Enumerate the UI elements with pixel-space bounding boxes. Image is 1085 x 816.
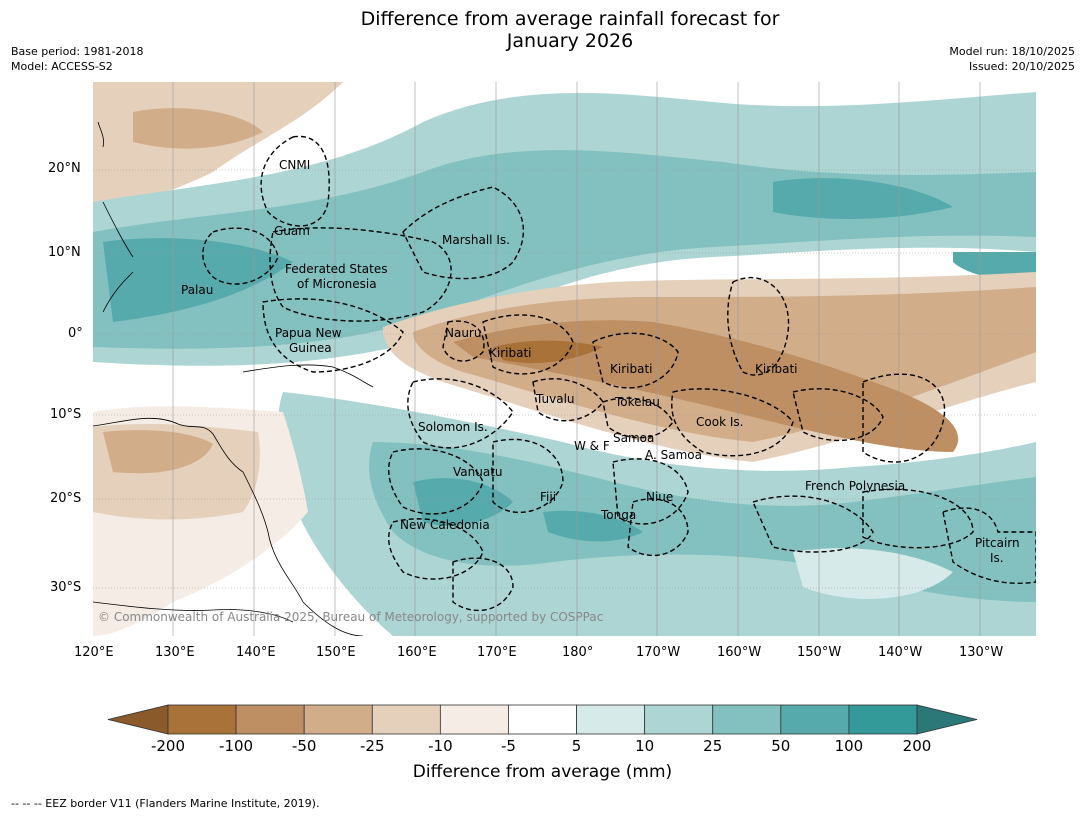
region-label-fiji: Fiji bbox=[540, 490, 557, 504]
region-label-tuvalu: Tuvalu bbox=[536, 392, 575, 406]
region-label-tonga: Tonga bbox=[601, 508, 637, 522]
copyright-notice: © Commonwealth of Australia 2025, Bureau… bbox=[98, 610, 604, 624]
region-label-marshall-is: Marshall Is. bbox=[442, 233, 510, 247]
colorbar-tick-label: 10 bbox=[635, 737, 655, 755]
lon-tick-120e: 120°E bbox=[74, 645, 114, 660]
eez-footnote: -- -- -- EEZ border V11 (Flanders Marine… bbox=[11, 797, 320, 810]
region-label-png-line-2: Guinea bbox=[289, 341, 332, 355]
region-label-kiribati-gilbert: Kiribati bbox=[489, 346, 532, 360]
lat-tick-20n: 20°N bbox=[48, 161, 81, 176]
right-metadata: Model run: 18/10/2025 Issued: 20/10/2025 bbox=[949, 44, 1075, 74]
lon-tick-140w: 140°W bbox=[878, 645, 923, 660]
lon-tick-160e: 160°E bbox=[397, 645, 437, 660]
region-label-vanuatu: Vanuatu bbox=[453, 465, 503, 479]
colorbar-segment bbox=[235, 704, 305, 735]
region-label-fsm-line-1: Federated States bbox=[285, 262, 388, 276]
region-label-fsm-line-2: of Micronesia bbox=[297, 277, 377, 291]
lat-tick-equator: 0° bbox=[68, 326, 83, 341]
colorbar-segment bbox=[848, 704, 918, 735]
left-metadata: Base period: 1981-2018 Model: ACCESS-S2 bbox=[11, 44, 143, 74]
region-label-kiribati-phoenix: Kiribati bbox=[610, 362, 653, 376]
colorbar-tick-label: 100 bbox=[834, 737, 864, 755]
colorbar-tick-label: 50 bbox=[771, 737, 791, 755]
colorbar-segment bbox=[167, 704, 237, 735]
region-label-cnmi: CNMI bbox=[279, 158, 311, 172]
colorbar-segment bbox=[780, 704, 850, 735]
lon-tick-150e: 150°E bbox=[316, 645, 356, 660]
region-label-samoa: Samoa bbox=[613, 431, 655, 445]
region-label-pitcairn-line-2: Is. bbox=[990, 551, 1004, 565]
lat-tick-30s: 30°S bbox=[50, 580, 82, 595]
colorbar-tick-label: -25 bbox=[360, 737, 385, 755]
colorbar-segment bbox=[371, 704, 441, 735]
map-gridlines bbox=[93, 82, 1036, 636]
colorbar-arrow-low bbox=[107, 704, 169, 735]
coastlines bbox=[93, 121, 374, 636]
lon-tick-170w: 170°W bbox=[636, 645, 681, 660]
colorbar-tick-label: 200 bbox=[902, 737, 932, 755]
lat-tick-10s: 10°S bbox=[50, 407, 82, 422]
region-label-pitcairn-line-1: Pitcairn bbox=[975, 536, 1020, 550]
colorbar-segment bbox=[439, 704, 509, 735]
colorbar-tick-label: -50 bbox=[291, 737, 317, 755]
region-label-new-caledonia: New Caledonia bbox=[400, 518, 490, 532]
region-label-palau: Palau bbox=[181, 283, 214, 297]
colorbar-tick-label: -100 bbox=[219, 737, 254, 755]
colorbar-tick-label: -10 bbox=[428, 737, 453, 755]
map-canvas bbox=[93, 82, 1036, 636]
colorbar-tick-label: -200 bbox=[150, 737, 186, 755]
colorbar-segment bbox=[576, 704, 646, 735]
region-label-cook-is: Cook Is. bbox=[696, 415, 744, 429]
colorbar-label: Difference from average (mm) bbox=[412, 762, 673, 782]
title-line-2: January 2026 bbox=[506, 30, 634, 52]
colorbar-arrow-high bbox=[916, 704, 978, 735]
rainfall-map: CNMI Guam Marshall Is. Federated States … bbox=[93, 82, 1036, 636]
lat-tick-10n: 10°N bbox=[48, 245, 81, 260]
region-label-american-samoa: A. Samoa bbox=[645, 448, 702, 462]
eez-borders bbox=[202, 135, 1036, 612]
region-label-guam: Guam bbox=[274, 224, 310, 238]
lat-tick-20s: 20°S bbox=[50, 491, 82, 506]
colorbar bbox=[107, 704, 978, 735]
region-label-wallis-futuna: W & F bbox=[574, 439, 610, 453]
region-label-niue: Niue bbox=[646, 490, 674, 504]
colorbar-tick-label: -5 bbox=[500, 737, 516, 755]
colorbar-tick-label: 25 bbox=[703, 737, 723, 755]
region-label-french-polynesia: French Polynesia bbox=[805, 479, 906, 493]
region-label-nauru: Nauru bbox=[445, 326, 482, 340]
colorbar-segment bbox=[712, 704, 782, 735]
lon-tick-130w: 130°W bbox=[959, 645, 1004, 660]
base-period: Base period: 1981-2018 bbox=[11, 45, 144, 58]
region-label-png-line-1: Papua New bbox=[275, 326, 342, 340]
colorbar-segment bbox=[644, 704, 714, 735]
colorbar-segment bbox=[508, 704, 577, 735]
lon-tick-170e: 170°E bbox=[477, 645, 517, 660]
region-label-solomon-is: Solomon Is. bbox=[418, 420, 488, 434]
region-label-tokelau: Tokelau bbox=[615, 395, 660, 409]
title-line-1: Difference from average rainfall forecas… bbox=[360, 8, 780, 30]
lon-tick-150w: 150°W bbox=[797, 645, 842, 660]
lon-tick-130e: 130°E bbox=[155, 645, 195, 660]
map-title: Difference from average rainfall forecas… bbox=[0, 8, 1085, 52]
colorbar-tick-label: 5 bbox=[571, 737, 582, 755]
model-name: Model: ACCESS-S2 bbox=[11, 60, 113, 73]
model-run: Model run: 18/10/2025 bbox=[949, 45, 1075, 58]
lon-tick-180: 180° bbox=[562, 645, 594, 660]
issued-date: Issued: 20/10/2025 bbox=[968, 60, 1075, 73]
lon-tick-140e: 140°E bbox=[236, 645, 276, 660]
lon-tick-160w: 160°W bbox=[717, 645, 762, 660]
colorbar-segment bbox=[303, 704, 373, 735]
region-label-kiribati-line: Kiribati bbox=[755, 362, 798, 376]
